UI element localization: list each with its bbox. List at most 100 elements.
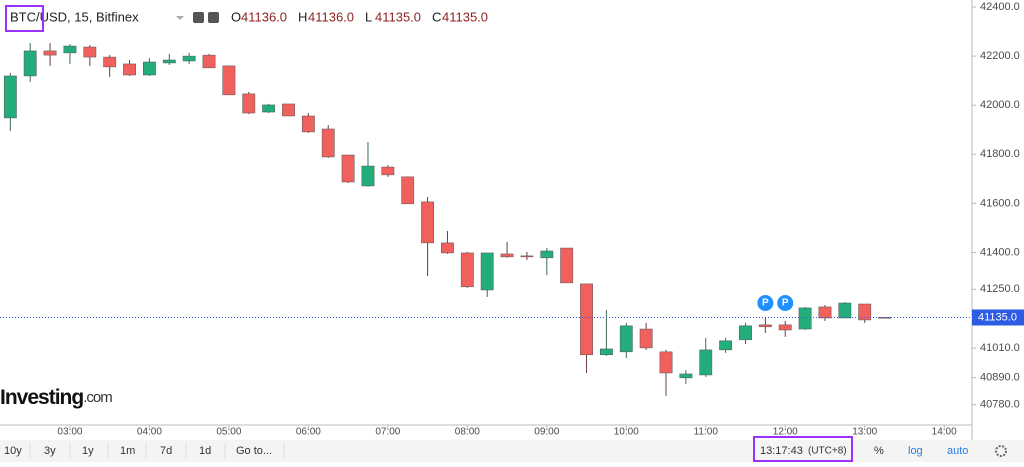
- x-tick-label: 04:00: [137, 427, 162, 438]
- candle-body: [83, 46, 97, 58]
- y-tick-label: 41010.0: [980, 342, 1020, 354]
- settings-icon[interactable]: [208, 12, 219, 23]
- x-tick-label: 03:00: [57, 427, 82, 438]
- settings-icon[interactable]: [193, 12, 204, 23]
- settings-button[interactable]: [995, 445, 1007, 457]
- candle-body: [341, 154, 355, 183]
- candle-body: [361, 165, 375, 187]
- candle-body: [143, 61, 156, 76]
- candle-body: [182, 55, 196, 62]
- x-tick-label: 11:00: [694, 427, 719, 438]
- range-button[interactable]: 1d: [199, 445, 211, 457]
- range-button[interactable]: 3y: [44, 445, 56, 457]
- candle-body: [540, 250, 554, 259]
- ohlc-label: O: [231, 9, 241, 24]
- candle-body: [421, 201, 434, 244]
- y-tick-label: 42400.0: [980, 1, 1020, 13]
- logo-name: Investing: [0, 386, 83, 409]
- toolbar-bg: [0, 440, 1024, 462]
- range-button[interactable]: 10y: [4, 445, 22, 457]
- x-tick-label: 10:00: [614, 427, 639, 438]
- y-tick-label: 42200.0: [980, 50, 1020, 62]
- candle-body: [818, 306, 832, 319]
- candle-body: [520, 255, 534, 258]
- ohlc-value: 41136.0: [308, 9, 354, 24]
- highlight-box: [753, 436, 853, 462]
- ohlc-label: L: [365, 9, 372, 24]
- range-button[interactable]: 1m: [120, 445, 135, 457]
- x-tick-label: 14:00: [932, 427, 957, 438]
- y-tick-label: 42000.0: [980, 99, 1020, 111]
- candle-body: [460, 252, 474, 288]
- y-tick-label: 40780.0: [980, 399, 1020, 411]
- y-tick-label: 41600.0: [980, 197, 1020, 209]
- range-button[interactable]: 1y: [82, 445, 94, 457]
- candle-body: [758, 324, 772, 328]
- candle-body: [162, 59, 176, 64]
- candle-body: [3, 75, 17, 119]
- timezone: (UTC+8): [808, 446, 847, 457]
- candle-body: [679, 373, 693, 379]
- y-tick-label: 41250.0: [980, 283, 1020, 295]
- x-tick-label: 05:00: [216, 427, 241, 438]
- highlight-box: [5, 5, 44, 32]
- pin-marker: [777, 295, 794, 311]
- pin-label: P: [762, 298, 769, 309]
- x-tick-label: 09:00: [534, 427, 559, 438]
- logo-suffix: .com: [83, 389, 112, 406]
- candle-body: [699, 349, 713, 376]
- option-button[interactable]: auto: [947, 445, 968, 457]
- candle-body: [560, 247, 574, 284]
- candle-body: [63, 45, 77, 54]
- candle-body: [242, 93, 256, 114]
- candle-body: [103, 56, 117, 68]
- x-tick-label: 07:00: [375, 427, 400, 438]
- range-button[interactable]: 7d: [160, 445, 172, 457]
- last-price-box: [972, 309, 1024, 326]
- candle-body: [301, 115, 315, 133]
- x-tick-label: 12:00: [773, 427, 798, 438]
- range-button[interactable]: Go to...: [236, 445, 272, 457]
- candle-body: [778, 324, 792, 331]
- candle-body: [441, 242, 454, 254]
- x-tick-label: 06:00: [296, 427, 321, 438]
- candle-body: [739, 325, 752, 341]
- ohlc-value: 41135.0: [442, 9, 488, 24]
- candle-body: [858, 303, 872, 321]
- ohlc-value: 41135.0: [375, 9, 421, 24]
- dropdown-icon[interactable]: [176, 16, 184, 20]
- pin-marker: [757, 295, 774, 311]
- clock: 13:17:43: [760, 445, 803, 457]
- candle-body: [619, 325, 633, 353]
- candle-body: [878, 316, 891, 319]
- logo: Investing.com: [0, 386, 112, 409]
- candle-body: [222, 65, 236, 96]
- x-tick-label: 13:00: [852, 427, 877, 438]
- last-price-label: 41135.0: [978, 311, 1017, 323]
- option-button[interactable]: log: [908, 445, 923, 457]
- candle-body: [43, 50, 57, 56]
- y-tick-label: 41400.0: [980, 246, 1020, 258]
- candle-body: [798, 307, 812, 330]
- candle-body: [202, 54, 216, 69]
- candle-body: [599, 348, 613, 356]
- candle-body: [719, 340, 733, 351]
- candle-body: [282, 103, 295, 117]
- y-tick-label: 41800.0: [980, 148, 1020, 160]
- chart-title: BTC/USD, 15, Bitfinex: [10, 9, 139, 24]
- x-tick-label: 08:00: [455, 427, 480, 438]
- candle-body: [23, 50, 37, 77]
- candle-body: [480, 252, 494, 291]
- ohlc-label: C: [432, 9, 441, 24]
- candle-body: [659, 351, 673, 374]
- candle-body: [321, 128, 335, 158]
- candle-body: [123, 63, 136, 76]
- candle-body: [381, 166, 395, 176]
- option-button[interactable]: %: [874, 445, 884, 457]
- candle-body: [262, 104, 276, 113]
- ohlc-label: H: [298, 9, 307, 24]
- candle-body: [401, 176, 415, 205]
- y-tick-label: 40890.0: [980, 372, 1020, 384]
